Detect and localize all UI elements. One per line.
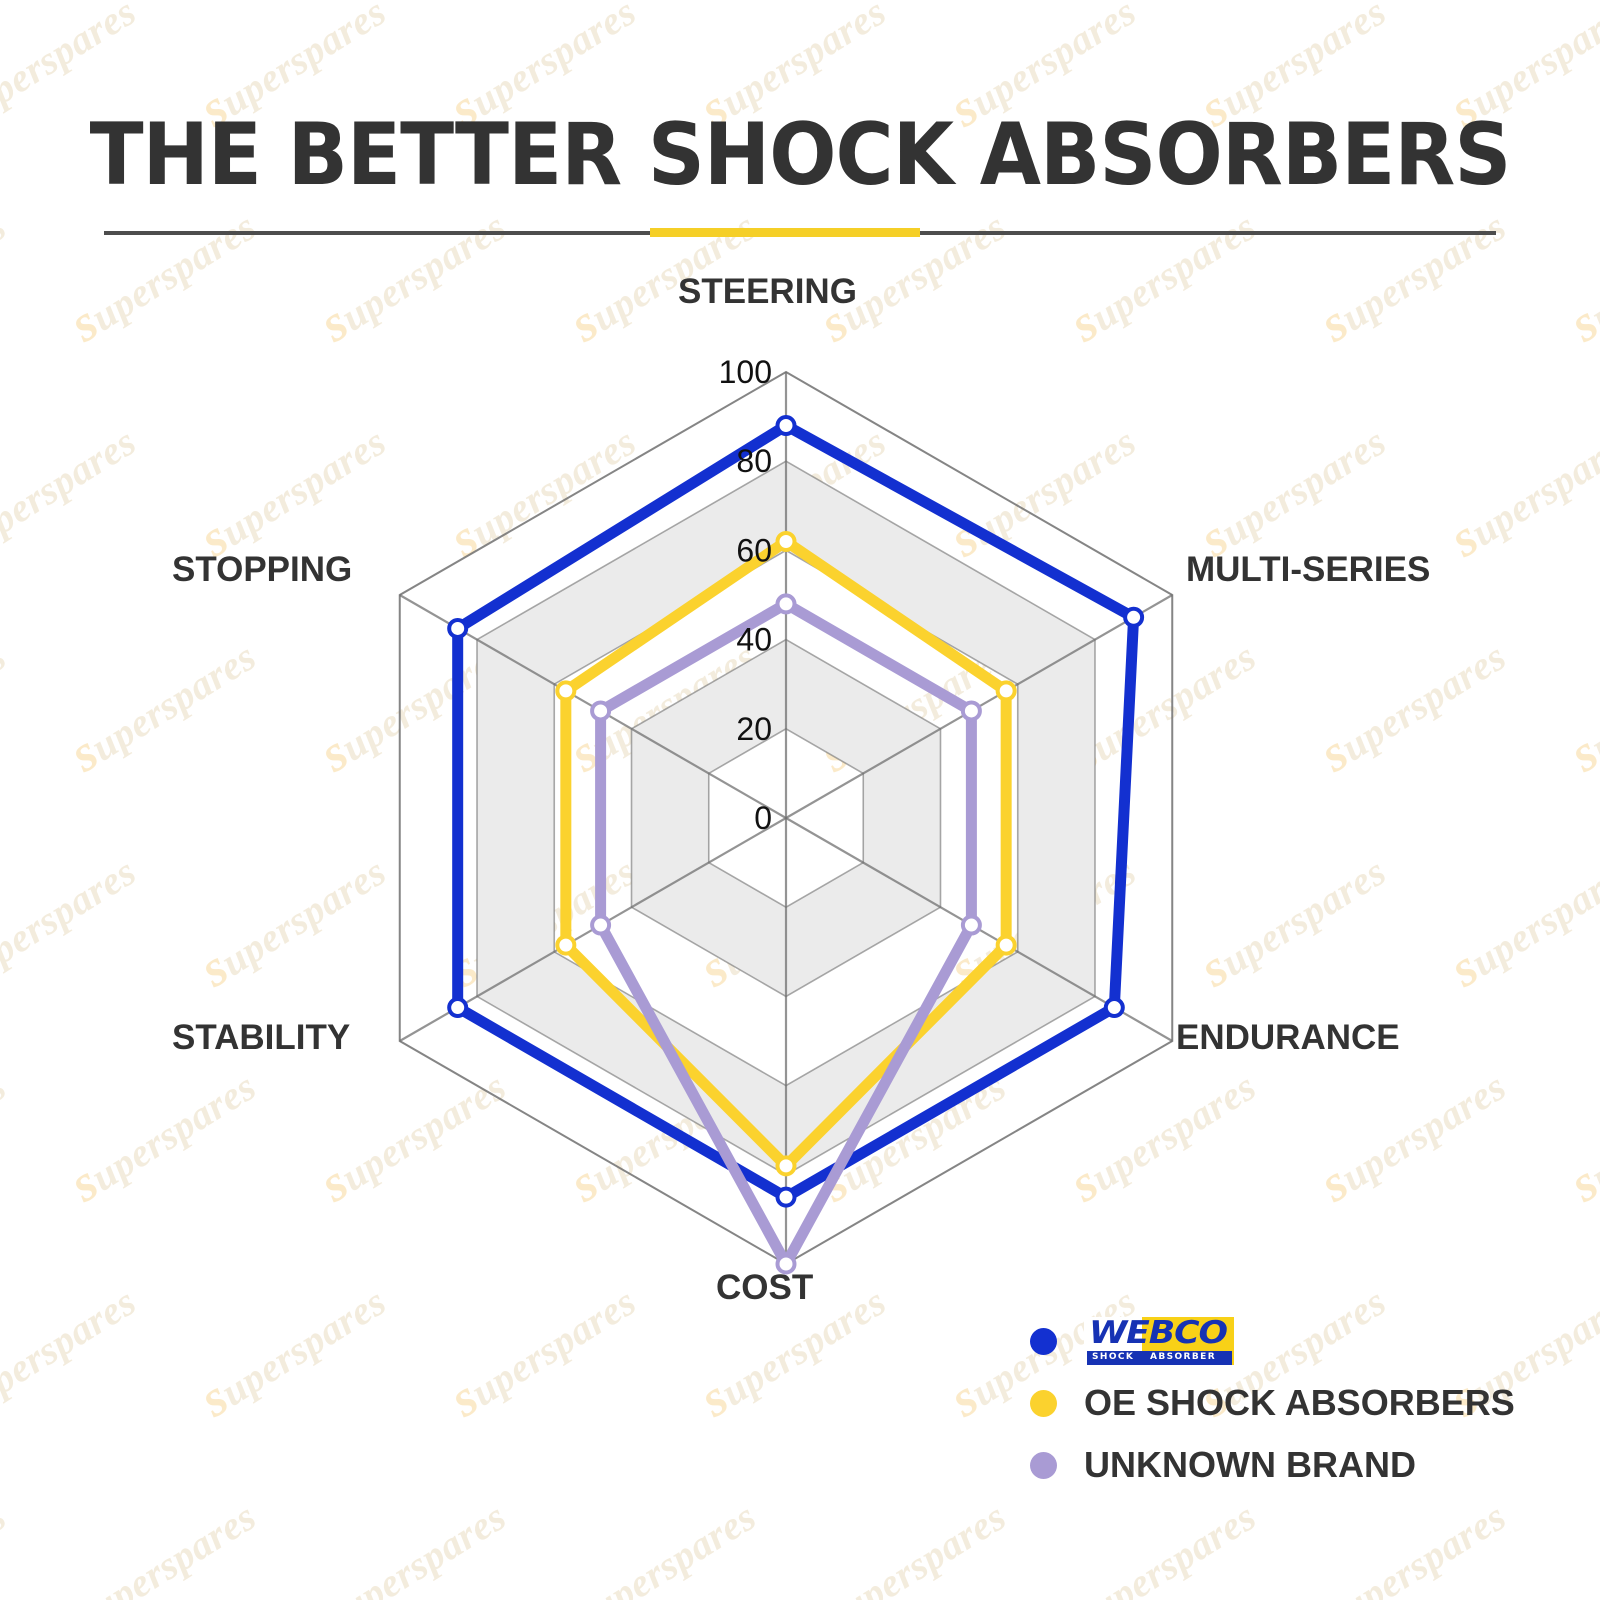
radar-data-point[interactable] xyxy=(1103,997,1125,1019)
radar-data-point[interactable] xyxy=(995,934,1017,956)
webco-logo-sub-absorber: ABSORBER xyxy=(1150,1352,1217,1362)
radar-tick-label: 100 xyxy=(719,354,772,390)
webco-logo-sub-shock: SHOCK xyxy=(1092,1352,1135,1362)
radar-tick-label: 60 xyxy=(736,532,772,568)
radar-data-point[interactable] xyxy=(555,680,577,702)
radar-grid-band xyxy=(631,639,941,997)
radar-tick-label: 20 xyxy=(736,711,772,747)
webco-logo-wordmark: WEBCO xyxy=(1089,1317,1228,1351)
radar-tick-label: 0 xyxy=(754,800,772,836)
webco-logo-underline xyxy=(1087,1363,1232,1365)
axis-label-multi-series: MULTI-SERIES xyxy=(1186,550,1431,589)
radar-data-point[interactable] xyxy=(775,1155,797,1177)
header: THE BETTER SHOCK ABSORBERS xyxy=(0,0,1600,237)
radar-data-point[interactable] xyxy=(775,1253,797,1275)
radar-data-point[interactable] xyxy=(555,934,577,956)
axis-label-cost: COST xyxy=(716,1268,814,1307)
radar-data-point[interactable] xyxy=(995,680,1017,702)
axis-label-stopping: STOPPING xyxy=(172,550,353,589)
legend-marker-oe xyxy=(1030,1389,1057,1417)
page-title: THE BETTER SHOCK ABSORBERS xyxy=(89,105,1512,205)
title-divider-accent xyxy=(650,228,920,237)
radar-tick-label: 80 xyxy=(736,443,772,479)
legend-label-oe: OE SHOCK ABSORBERS xyxy=(1084,1382,1515,1423)
radar-data-point[interactable] xyxy=(960,914,982,936)
legend-item-unknown[interactable]: UNKNOWN BRAND xyxy=(1030,1434,1515,1496)
webco-logo-bar xyxy=(1087,1351,1232,1363)
radar-data-point[interactable] xyxy=(775,1186,797,1208)
radar-data-point[interactable] xyxy=(960,700,982,722)
legend-marker-webco xyxy=(1030,1327,1057,1355)
legend-label-unknown: UNKNOWN BRAND xyxy=(1084,1444,1416,1485)
axis-label-stability: STABILITY xyxy=(172,1018,351,1057)
webco-logo: WEBCO SHOCK ABSORBER xyxy=(1084,1317,1234,1365)
radar-tick-label: 40 xyxy=(736,622,772,658)
axis-label-endurance: ENDURANCE xyxy=(1176,1018,1400,1057)
radar-series-layer xyxy=(447,415,1145,1275)
axis-label-steering: STEERING xyxy=(678,272,857,311)
legend-item-oe[interactable]: OE SHOCK ABSORBERS xyxy=(1030,1372,1515,1434)
radar-data-point[interactable] xyxy=(775,530,797,552)
radar-data-point[interactable] xyxy=(590,914,612,936)
radar-data-point[interactable] xyxy=(447,997,469,1019)
legend-marker-unknown xyxy=(1030,1451,1057,1479)
legend-item-webco[interactable]: WEBCO SHOCK ABSORBER xyxy=(1030,1310,1515,1372)
chart-legend: WEBCO SHOCK ABSORBER OE SHOCK ABSORBERS … xyxy=(1030,1310,1515,1496)
radar-data-point[interactable] xyxy=(775,593,797,615)
radar-data-point[interactable] xyxy=(775,415,797,437)
radar-tick-labels: 0 20 40 60 80 100 xyxy=(719,354,772,836)
radar-data-point[interactable] xyxy=(447,617,469,639)
radar-data-point[interactable] xyxy=(590,700,612,722)
radar-data-point[interactable] xyxy=(1123,606,1145,628)
